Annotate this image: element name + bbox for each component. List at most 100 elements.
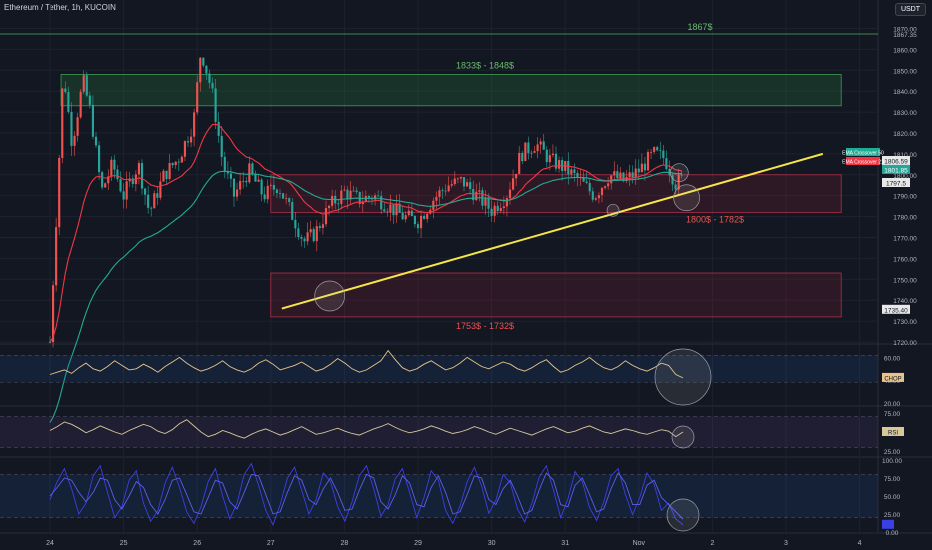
candle-body [269, 184, 272, 186]
candle-body [85, 75, 88, 96]
candle-body [438, 190, 441, 197]
time-tick-label: 4 [858, 540, 862, 547]
candle-body [649, 151, 653, 153]
candle-body [165, 170, 168, 179]
candle-body [186, 141, 190, 143]
candle-body [263, 194, 266, 200]
candle-body [508, 189, 512, 199]
time-tick-label: 28 [341, 540, 349, 547]
oscillator-tick-label: 50.00 [884, 494, 901, 501]
candle-body [300, 236, 303, 239]
candle-body [183, 141, 187, 157]
candle-body [671, 175, 674, 185]
time-tick-label: 31 [561, 540, 569, 547]
candle-body [674, 184, 677, 190]
candle-body [324, 208, 328, 225]
candle-body [380, 196, 383, 210]
candle-body [131, 178, 134, 185]
symbol-title: Ethereum / Tether, 1h, KUCOIN [4, 3, 116, 12]
price-tick-label: 1760.00 [893, 256, 917, 263]
candle-body [554, 153, 558, 169]
candle-body [291, 202, 294, 220]
candle-body [444, 190, 447, 192]
candle-body [597, 195, 601, 199]
candle-body [349, 190, 352, 200]
candle-body [82, 75, 85, 92]
currency-button[interactable]: USDT [894, 3, 926, 16]
candle-body [561, 160, 564, 171]
candle-body [119, 179, 122, 192]
candle-body [288, 198, 291, 203]
candle-body [407, 210, 410, 216]
highlight-circle [669, 163, 689, 183]
candle-body [168, 162, 171, 179]
indicator-legend-label: EMA Crossover 50 [842, 151, 884, 157]
candle-body [395, 203, 398, 216]
candle-body [278, 193, 282, 194]
candle-body [594, 198, 597, 200]
price-badge-label: 1735.40 [884, 307, 908, 314]
zone-label: 1800$ - 1782$ [686, 214, 744, 224]
candle-body [79, 91, 82, 118]
candle-body [585, 181, 588, 183]
candle-body [628, 172, 631, 178]
candle-body [665, 158, 668, 169]
oscillator-line [49, 419, 684, 439]
price-tick-label: 1730.00 [893, 319, 917, 326]
candle-body [453, 178, 456, 185]
price-tick-label: 1860.00 [893, 47, 917, 54]
candle-body [91, 104, 95, 137]
candle-body [447, 185, 450, 192]
candle-body [493, 205, 496, 216]
candle-body [245, 180, 248, 183]
candle-body [545, 149, 548, 163]
candle-body [147, 194, 150, 208]
candle-body [211, 82, 214, 89]
price-tick-label: 1790.00 [893, 194, 917, 201]
highlight-circle [666, 498, 700, 532]
candle-body [337, 203, 340, 205]
price-tick-label: 1840.00 [893, 89, 917, 96]
candle-body [542, 141, 545, 150]
candle-body [469, 182, 472, 190]
zone-label: 1833$ - 1848$ [456, 60, 514, 70]
candle-body [343, 189, 346, 191]
candle-body [205, 65, 208, 74]
candle-body [193, 112, 196, 137]
candle-body [251, 163, 254, 174]
candle-body [294, 219, 297, 229]
candle-body [257, 179, 260, 182]
level-label: 1867$ [687, 22, 712, 32]
candle-body [67, 91, 70, 112]
candle-body [248, 163, 251, 183]
candle-body [137, 163, 141, 175]
time-tick-label: 30 [488, 540, 496, 547]
price-badge-label: 1797.5 [886, 181, 906, 188]
candle-body [398, 203, 401, 213]
candle-body [551, 153, 555, 156]
candle-body [622, 172, 625, 182]
candle-body [116, 169, 119, 180]
candle-body [435, 196, 438, 201]
candle-body [223, 156, 226, 171]
price-badge [882, 178, 910, 187]
candle-body [88, 95, 91, 105]
oscillator-tick-label: 75.00 [884, 411, 901, 418]
oscillator-line [49, 349, 684, 379]
candle-body [462, 177, 466, 187]
candle-body [475, 191, 478, 201]
candle-body [150, 207, 153, 209]
time-tick-label: 27 [267, 540, 275, 547]
time-tick-label: 26 [193, 540, 201, 547]
price-badge [882, 155, 910, 165]
candle-body [171, 162, 174, 166]
candle-body [285, 198, 288, 199]
oscillator-value-tag [882, 372, 904, 382]
time-tick-label: 3 [784, 540, 788, 547]
time-tick-label: 24 [46, 540, 54, 547]
candle-body [539, 141, 542, 145]
candle-body [174, 161, 177, 166]
price-tick-label: 1750.00 [893, 277, 917, 284]
candle-body [646, 152, 650, 171]
